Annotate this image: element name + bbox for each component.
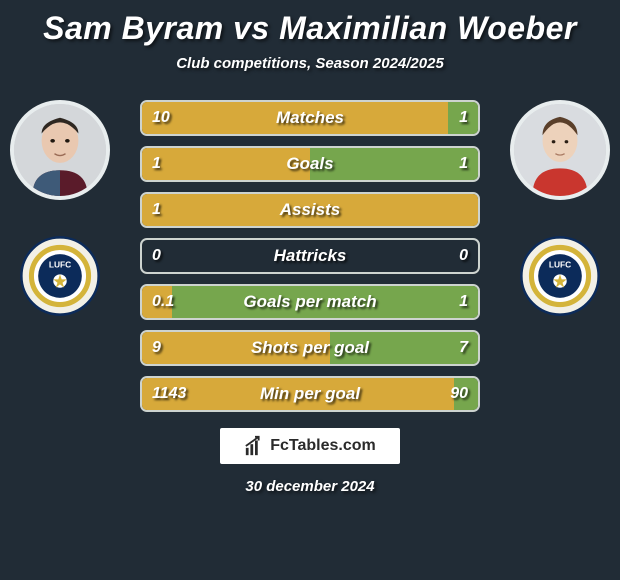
page-title: Sam Byram vs Maximilian Woeber — [0, 0, 620, 47]
stat-row: 0.11Goals per match — [140, 284, 480, 320]
logo-text: FcTables.com — [270, 437, 376, 455]
stat-row: 00Hattricks — [140, 238, 480, 274]
club-left-crest: LUFC — [18, 234, 102, 318]
stat-row: 97Shots per goal — [140, 330, 480, 366]
svg-text:LUFC: LUFC — [549, 260, 571, 270]
stat-label: Goals — [142, 148, 478, 180]
player-right-avatar — [510, 100, 610, 200]
stat-label: Goals per match — [142, 286, 478, 318]
stat-label: Assists — [142, 194, 478, 226]
subtitle: Club competitions, Season 2024/2025 — [0, 55, 620, 72]
stat-row: 114390Min per goal — [140, 376, 480, 412]
stat-row: 11Goals — [140, 146, 480, 182]
stat-label: Matches — [142, 102, 478, 134]
stat-row: 101Matches — [140, 100, 480, 136]
date-text: 30 december 2024 — [0, 478, 620, 495]
player-left-avatar — [10, 100, 110, 200]
stat-label: Hattricks — [142, 240, 478, 272]
stat-label: Shots per goal — [142, 332, 478, 364]
comparison-panel: LUFC LUFC 101Matches 11Goals 1Assists 00Hat… — [0, 100, 620, 412]
stat-row: 1Assists — [140, 192, 480, 228]
svg-text:LUFC: LUFC — [49, 260, 71, 270]
fctables-logo: FcTables.com — [220, 428, 400, 464]
club-right-crest: LUFC — [518, 234, 602, 318]
stat-bars: 101Matches 11Goals 1Assists 00Hattricks 0.11… — [140, 100, 480, 412]
stat-label: Min per goal — [142, 378, 478, 410]
